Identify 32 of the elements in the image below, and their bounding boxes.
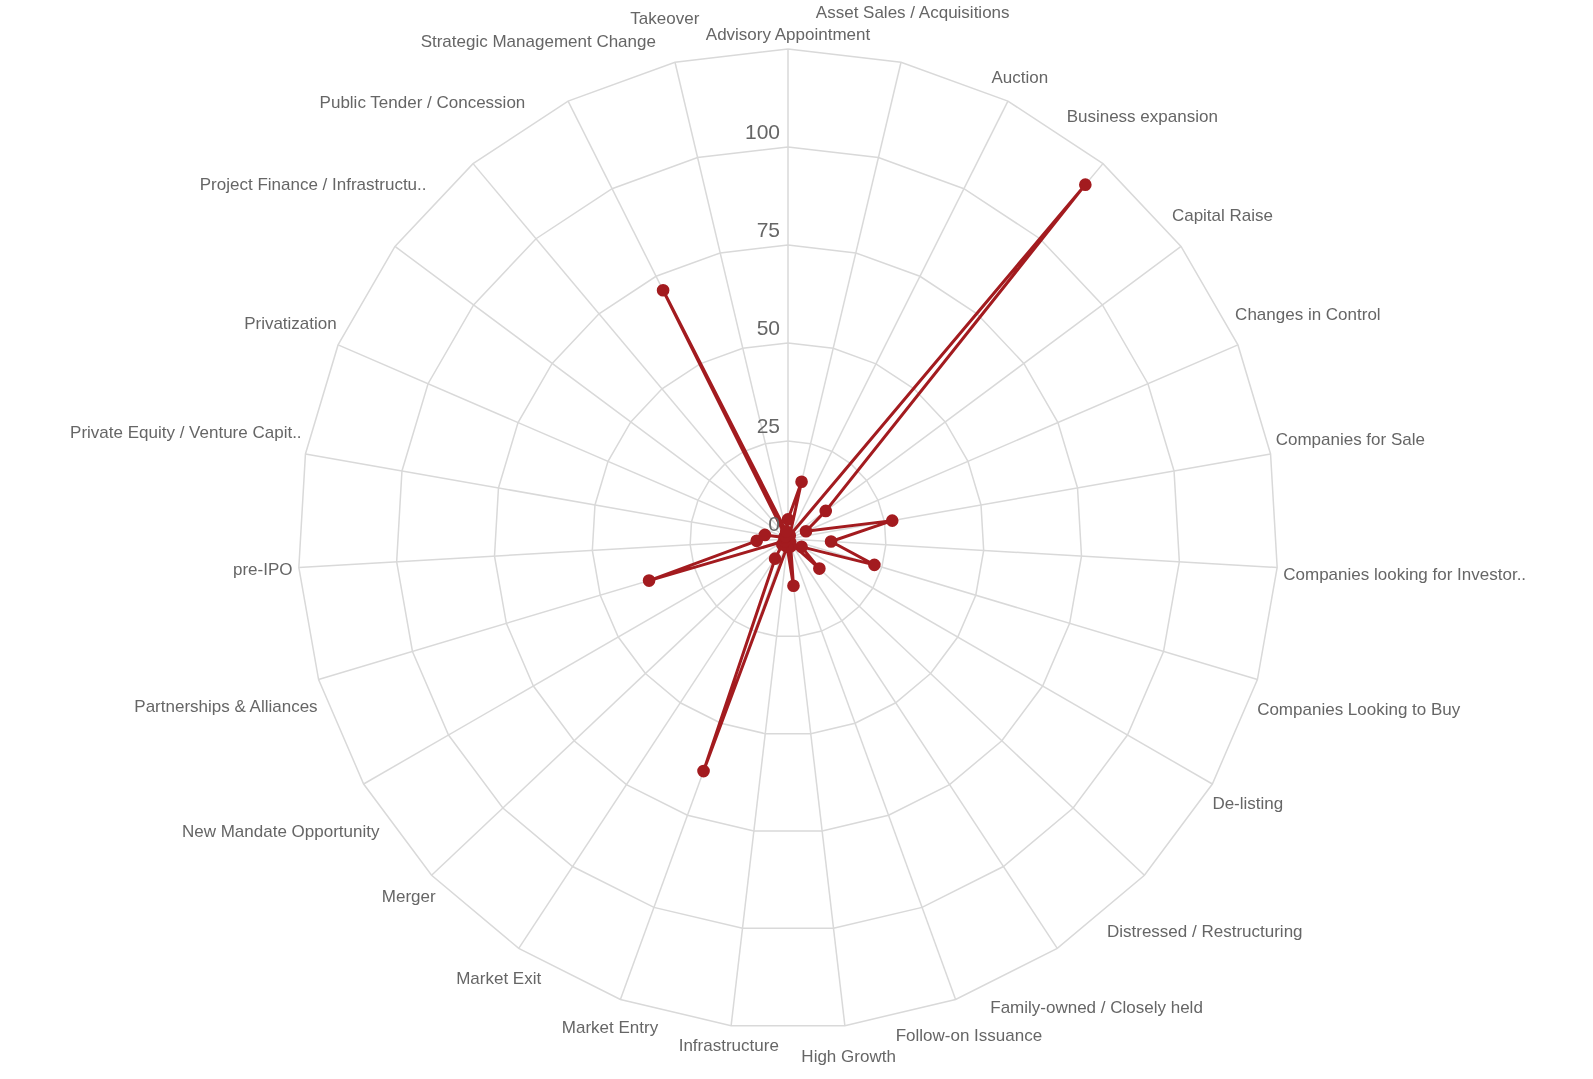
spoke-label: De-listing: [1212, 794, 1284, 814]
y-tick-label: 25: [756, 414, 780, 437]
y-tick-label: 100: [744, 120, 780, 143]
spoke-label: Privatization: [244, 314, 337, 334]
spoke-label: Market Exit: [456, 968, 542, 988]
spoke-label: Takeover: [630, 9, 700, 29]
spoke-label: Auction: [991, 67, 1049, 87]
y-tick-label: 75: [756, 218, 780, 241]
spoke-label: Project Finance / Infrastructu..: [199, 175, 427, 195]
spoke-label: Companies for Sale: [1275, 429, 1425, 449]
spoke-label: Family-owned / Closely held: [990, 998, 1203, 1018]
spoke-label: Partnerships & Alliances: [134, 697, 318, 717]
spoke-label: Advisory Appointment: [705, 24, 871, 44]
spoke-label: Changes in Control: [1235, 304, 1381, 324]
spoke-label: Market Entry: [561, 1018, 659, 1038]
spoke-label: Infrastructure: [678, 1035, 779, 1055]
spoke-label: Public Tender / Concession: [319, 93, 526, 113]
spoke-label: Strategic Management Change: [420, 31, 656, 51]
y-tick-label: 50: [756, 316, 780, 339]
y-tick-label: 0: [768, 512, 780, 535]
spoke-label: Follow-on Issuance: [895, 1026, 1043, 1046]
spoke-label: New Mandate Opportunity: [181, 821, 380, 841]
spoke-label: Merger: [381, 886, 436, 906]
spoke-label: Business expansion: [1066, 106, 1218, 126]
spoke-label: Asset Sales / Acquisitions: [815, 2, 1010, 22]
spoke-label: pre-IPO: [232, 559, 293, 579]
spoke-label: Distressed / Restructuring: [1106, 922, 1303, 942]
spoke-label: Capital Raise: [1171, 205, 1273, 225]
spoke-label: Companies looking for Investor..: [1283, 564, 1527, 584]
spoke-label: Private Equity / Venture Capit..: [70, 422, 302, 442]
spoke-label: Companies Looking to Buy: [1257, 699, 1461, 719]
spoke-label: High Growth: [801, 1047, 896, 1067]
